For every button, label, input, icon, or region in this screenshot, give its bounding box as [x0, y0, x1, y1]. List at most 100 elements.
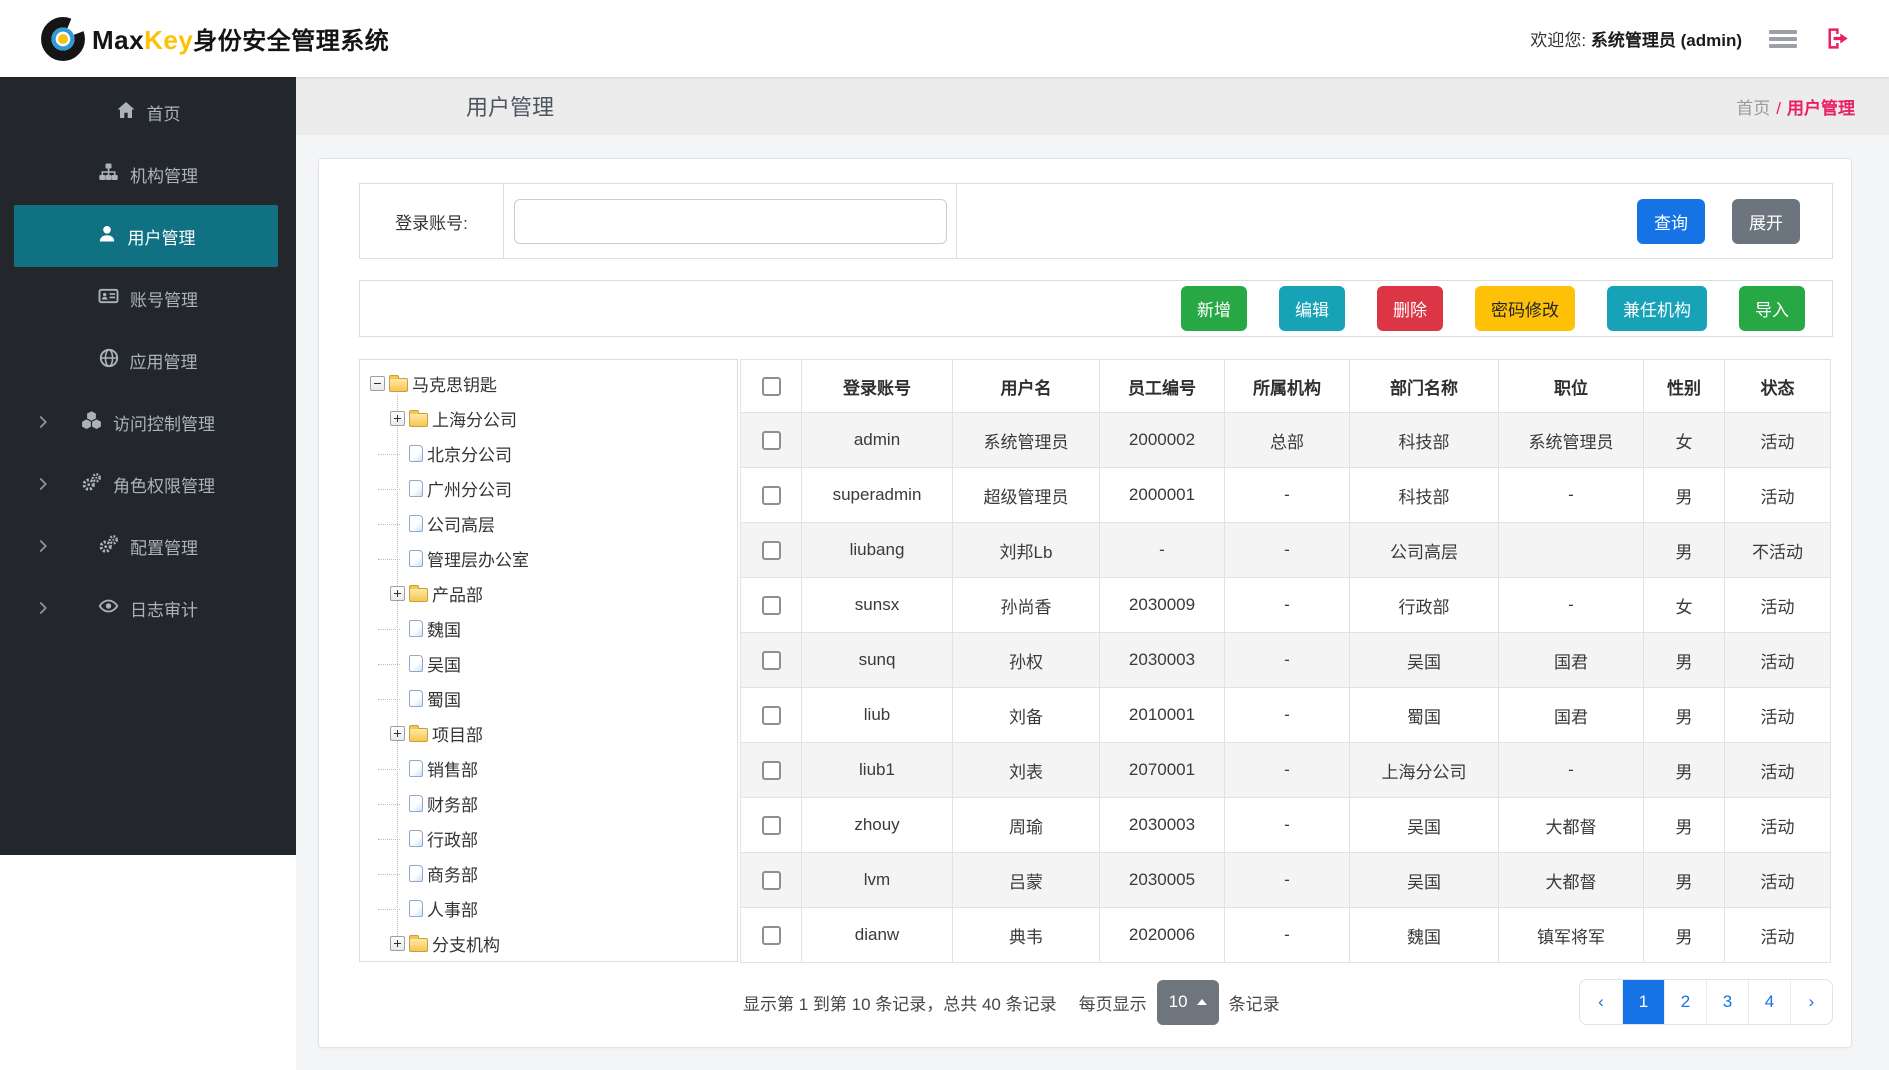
tree-node[interactable]: 商务部: [370, 856, 733, 891]
tree-node[interactable]: 广州分公司: [370, 471, 733, 506]
tree-connector: [378, 901, 405, 916]
column-header: 性别: [1643, 359, 1725, 413]
pagination: ‹ 1 2 3 4 ›: [1579, 979, 1833, 1025]
sidebar-item-label: 访问控制管理: [113, 414, 215, 434]
column-header: 员工编号: [1099, 359, 1225, 413]
row-checkbox[interactable]: [761, 761, 781, 780]
sidebar-item-roles[interactable]: 角色权限管理: [0, 453, 296, 515]
change-password-button[interactable]: 密码修改: [1475, 286, 1575, 331]
expand-icon[interactable]: [390, 936, 405, 951]
tree-node[interactable]: 蜀国: [370, 681, 733, 716]
tree-root-node[interactable]: 马克思钥匙: [370, 366, 733, 401]
file-icon: [409, 655, 423, 672]
table-row[interactable]: liub1 刘表 2070001- 上海分公司 - 男活动: [740, 742, 1831, 798]
table-row[interactable]: liub 刘备 2010001- 蜀国 国君 男活动: [740, 687, 1831, 743]
page-button-4[interactable]: 4: [1748, 980, 1790, 1024]
tree-node[interactable]: 吴国: [370, 646, 733, 681]
sidebar-item-label: 首页: [146, 104, 181, 124]
globe-icon: [99, 348, 119, 373]
add-button[interactable]: 新增: [1181, 286, 1247, 331]
table-row[interactable]: liubang 刘邦Lb -- 公司高层 男不活动: [740, 522, 1831, 578]
row-checkbox[interactable]: [761, 596, 781, 615]
table-row[interactable]: sunq 孙权 2030003- 吴国 国君 男活动: [740, 632, 1831, 688]
sidebar-item-audit[interactable]: 日志审计: [0, 577, 296, 639]
tree-node[interactable]: 项目部: [370, 716, 733, 751]
expand-icon[interactable]: [390, 411, 405, 426]
sign-out-icon[interactable]: [1824, 25, 1851, 52]
table-toolbar: 新增 编辑 删除 密码修改 兼任机构 导入: [359, 280, 1833, 337]
file-icon: [409, 690, 423, 707]
per-page-select[interactable]: 10: [1156, 979, 1219, 1025]
sidebar-item-label: 配置管理: [130, 538, 198, 558]
login-account-input[interactable]: [514, 198, 947, 244]
id-card-icon: [98, 286, 119, 311]
sidebar-item-label: 用户管理: [127, 228, 196, 248]
tree-node[interactable]: 销售部: [370, 751, 733, 786]
cubes-icon: [81, 410, 102, 435]
next-page-button[interactable]: ›: [1790, 980, 1832, 1024]
delete-button[interactable]: 删除: [1377, 286, 1443, 331]
table-row[interactable]: dianw 典韦 2020006- 魏国 镇军将军 男活动: [740, 907, 1831, 963]
tree-node[interactable]: 行政部: [370, 821, 733, 856]
sidebar-item-home[interactable]: 首页: [0, 81, 296, 143]
select-all-checkbox[interactable]: [761, 377, 781, 396]
table-row[interactable]: sunsx 孙尚香 2030009- 行政部 - 女活动: [740, 577, 1831, 633]
tree-node[interactable]: 公司高层: [370, 506, 733, 541]
sidebar-nav: 首页 机构管理 用户管理 账号管理 应用管理 访问控制管理 角色权限管理 配置管…: [0, 77, 296, 855]
row-checkbox[interactable]: [761, 706, 781, 725]
page-title: 用户管理: [466, 95, 555, 120]
tree-node[interactable]: 分支机构: [370, 926, 733, 961]
row-checkbox[interactable]: [761, 926, 781, 945]
sidebar-item-access-control[interactable]: 访问控制管理: [0, 391, 296, 453]
table-row[interactable]: admin 系统管理员 2000002 总部 科技部 系统管理员 女活动: [740, 412, 1831, 468]
per-page-label: 每页显示: [1078, 994, 1147, 1014]
sidebar-item-org[interactable]: 机构管理: [0, 143, 296, 205]
column-header: 部门名称: [1349, 359, 1499, 413]
tree-node[interactable]: 魏国: [370, 611, 733, 646]
row-checkbox[interactable]: [761, 431, 781, 450]
row-checkbox[interactable]: [761, 486, 781, 505]
import-button[interactable]: 导入: [1739, 286, 1805, 331]
tree-connector: [378, 656, 405, 671]
tree-node-label: 北京分公司: [427, 446, 512, 465]
tree-node[interactable]: 管理层办公室: [370, 541, 733, 576]
table-row[interactable]: zhouy 周瑜 2030003- 吴国 大都督 男活动: [740, 797, 1831, 853]
expand-icon[interactable]: [390, 586, 405, 601]
query-button[interactable]: 查询: [1637, 198, 1705, 244]
breadcrumb-home[interactable]: 首页: [1736, 98, 1771, 118]
row-checkbox[interactable]: [761, 871, 781, 890]
row-checkbox[interactable]: [761, 816, 781, 835]
folder-icon: [409, 409, 428, 427]
row-checkbox[interactable]: [761, 541, 781, 560]
sidebar-item-apps[interactable]: 应用管理: [0, 329, 296, 391]
tree-connector: [378, 761, 405, 776]
page-button-3[interactable]: 3: [1706, 980, 1748, 1024]
page-button-2[interactable]: 2: [1664, 980, 1706, 1024]
expand-icon[interactable]: [390, 726, 405, 741]
collapse-icon[interactable]: [370, 376, 385, 391]
concurrent-org-button[interactable]: 兼任机构: [1607, 286, 1707, 331]
table-row[interactable]: superadmin 超级管理员 2000001- 科技部 - 男活动: [740, 467, 1831, 523]
tree-node[interactable]: 人事部: [370, 891, 733, 926]
page-button-1[interactable]: 1: [1622, 980, 1664, 1024]
sidebar-item-users[interactable]: 用户管理: [14, 205, 278, 267]
expand-button[interactable]: 展开: [1732, 198, 1800, 244]
brand-name: MaxKey身份安全管理系统: [92, 25, 390, 55]
row-checkbox[interactable]: [761, 651, 781, 670]
sidebar-item-config[interactable]: 配置管理: [0, 515, 296, 577]
column-header: 用户名: [952, 359, 1100, 413]
prev-page-button[interactable]: ‹: [1598, 992, 1604, 1011]
file-icon: [409, 515, 423, 532]
tree-connector: [378, 831, 405, 846]
tree-node[interactable]: 产品部: [370, 576, 733, 611]
table-row[interactable]: lvm 吕蒙 2030005- 吴国 大都督 男活动: [740, 852, 1831, 908]
tree-node[interactable]: 财务部: [370, 786, 733, 821]
tree-node[interactable]: 北京分公司: [370, 436, 733, 471]
menu-icon[interactable]: [1768, 27, 1798, 51]
edit-button[interactable]: 编辑: [1279, 286, 1345, 331]
tree-node[interactable]: 上海分公司: [370, 401, 733, 436]
column-header: 职位: [1498, 359, 1644, 413]
sidebar-item-accounts[interactable]: 账号管理: [0, 267, 296, 329]
main-content: 登录账号: 查询 展开 新增 编辑 删除 密码修改 兼任机构 导入: [296, 135, 1889, 1070]
tree-node-label: 广州分公司: [427, 481, 512, 500]
